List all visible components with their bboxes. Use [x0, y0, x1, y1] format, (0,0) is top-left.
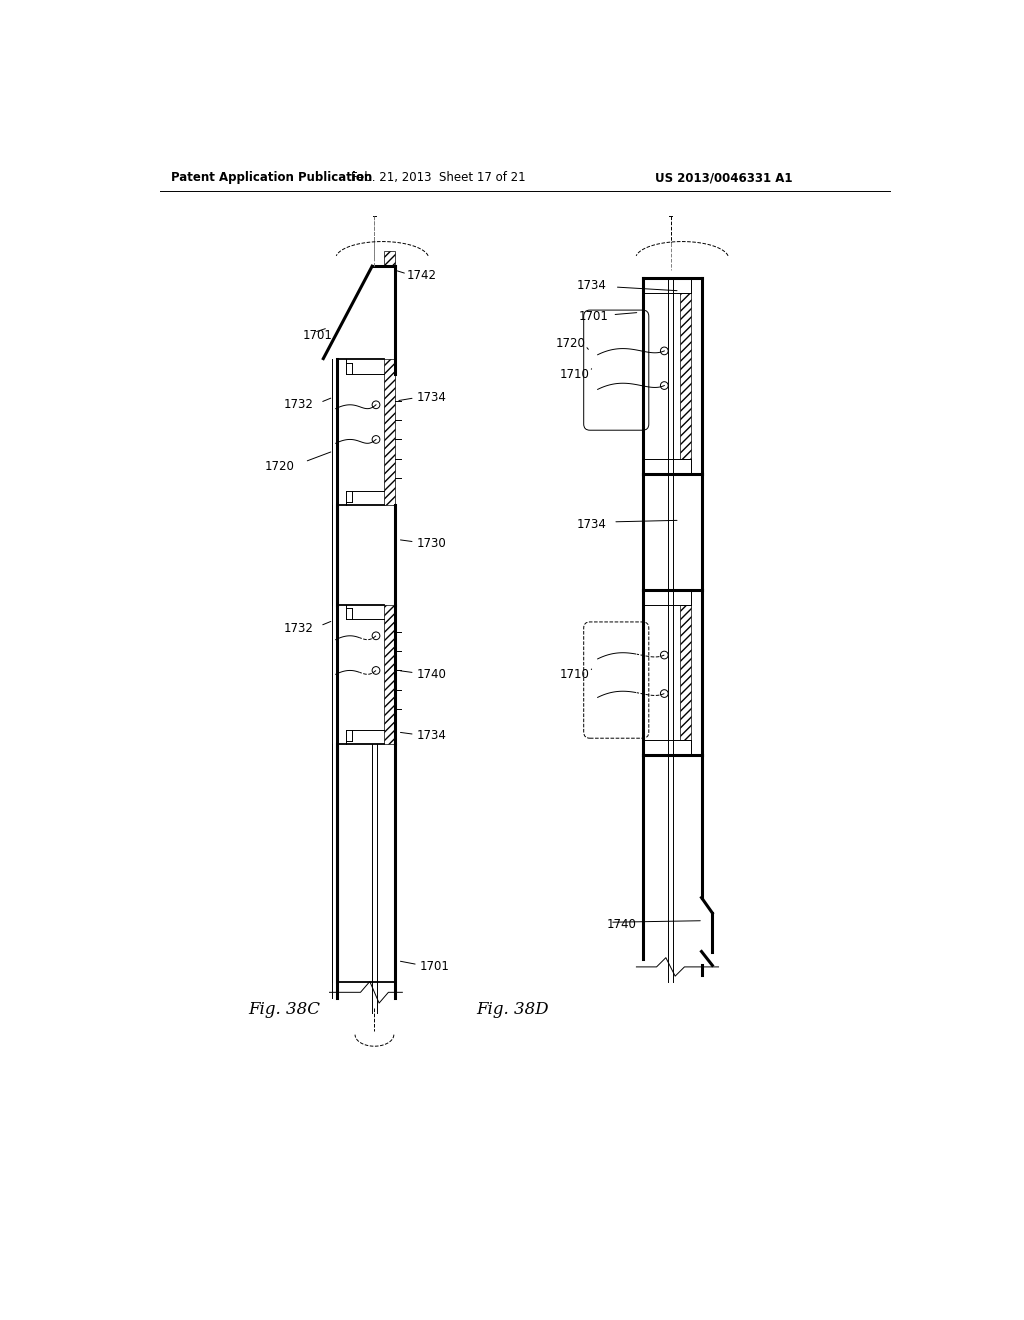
Text: Fig. 38D: Fig. 38D — [477, 1001, 549, 1018]
Text: Fig. 38C: Fig. 38C — [248, 1001, 321, 1018]
Circle shape — [372, 667, 380, 675]
Circle shape — [372, 436, 380, 444]
Text: 1732: 1732 — [284, 622, 314, 635]
Circle shape — [372, 632, 380, 640]
Text: 1732: 1732 — [284, 399, 314, 412]
Bar — [384, 605, 394, 743]
Text: Patent Application Publication: Patent Application Publication — [171, 172, 372, 185]
Text: 1710: 1710 — [560, 367, 590, 380]
Text: 1742: 1742 — [407, 269, 437, 282]
Circle shape — [372, 401, 380, 409]
Text: 1730: 1730 — [417, 537, 446, 550]
Text: 1740: 1740 — [607, 917, 637, 931]
Text: 1734: 1734 — [417, 730, 446, 742]
Text: 1701: 1701 — [420, 961, 450, 973]
Text: 1710: 1710 — [560, 668, 590, 681]
Circle shape — [660, 347, 669, 355]
Text: 1734: 1734 — [578, 279, 607, 292]
Text: 1734: 1734 — [417, 391, 446, 404]
Text: 1701: 1701 — [302, 329, 332, 342]
Bar — [680, 605, 690, 739]
Circle shape — [660, 651, 669, 659]
Circle shape — [660, 689, 669, 697]
Bar — [680, 293, 690, 459]
Text: 1720: 1720 — [265, 459, 295, 473]
FancyBboxPatch shape — [584, 622, 649, 738]
Text: 1720: 1720 — [555, 337, 586, 350]
FancyBboxPatch shape — [584, 310, 649, 430]
Text: 1701: 1701 — [579, 310, 608, 323]
Text: 1740: 1740 — [417, 668, 446, 681]
Text: Feb. 21, 2013  Sheet 17 of 21: Feb. 21, 2013 Sheet 17 of 21 — [350, 172, 525, 185]
Circle shape — [660, 381, 669, 389]
Text: 1734: 1734 — [578, 517, 607, 531]
Text: US 2013/0046331 A1: US 2013/0046331 A1 — [655, 172, 793, 185]
Bar — [384, 251, 394, 267]
Bar — [384, 359, 394, 506]
